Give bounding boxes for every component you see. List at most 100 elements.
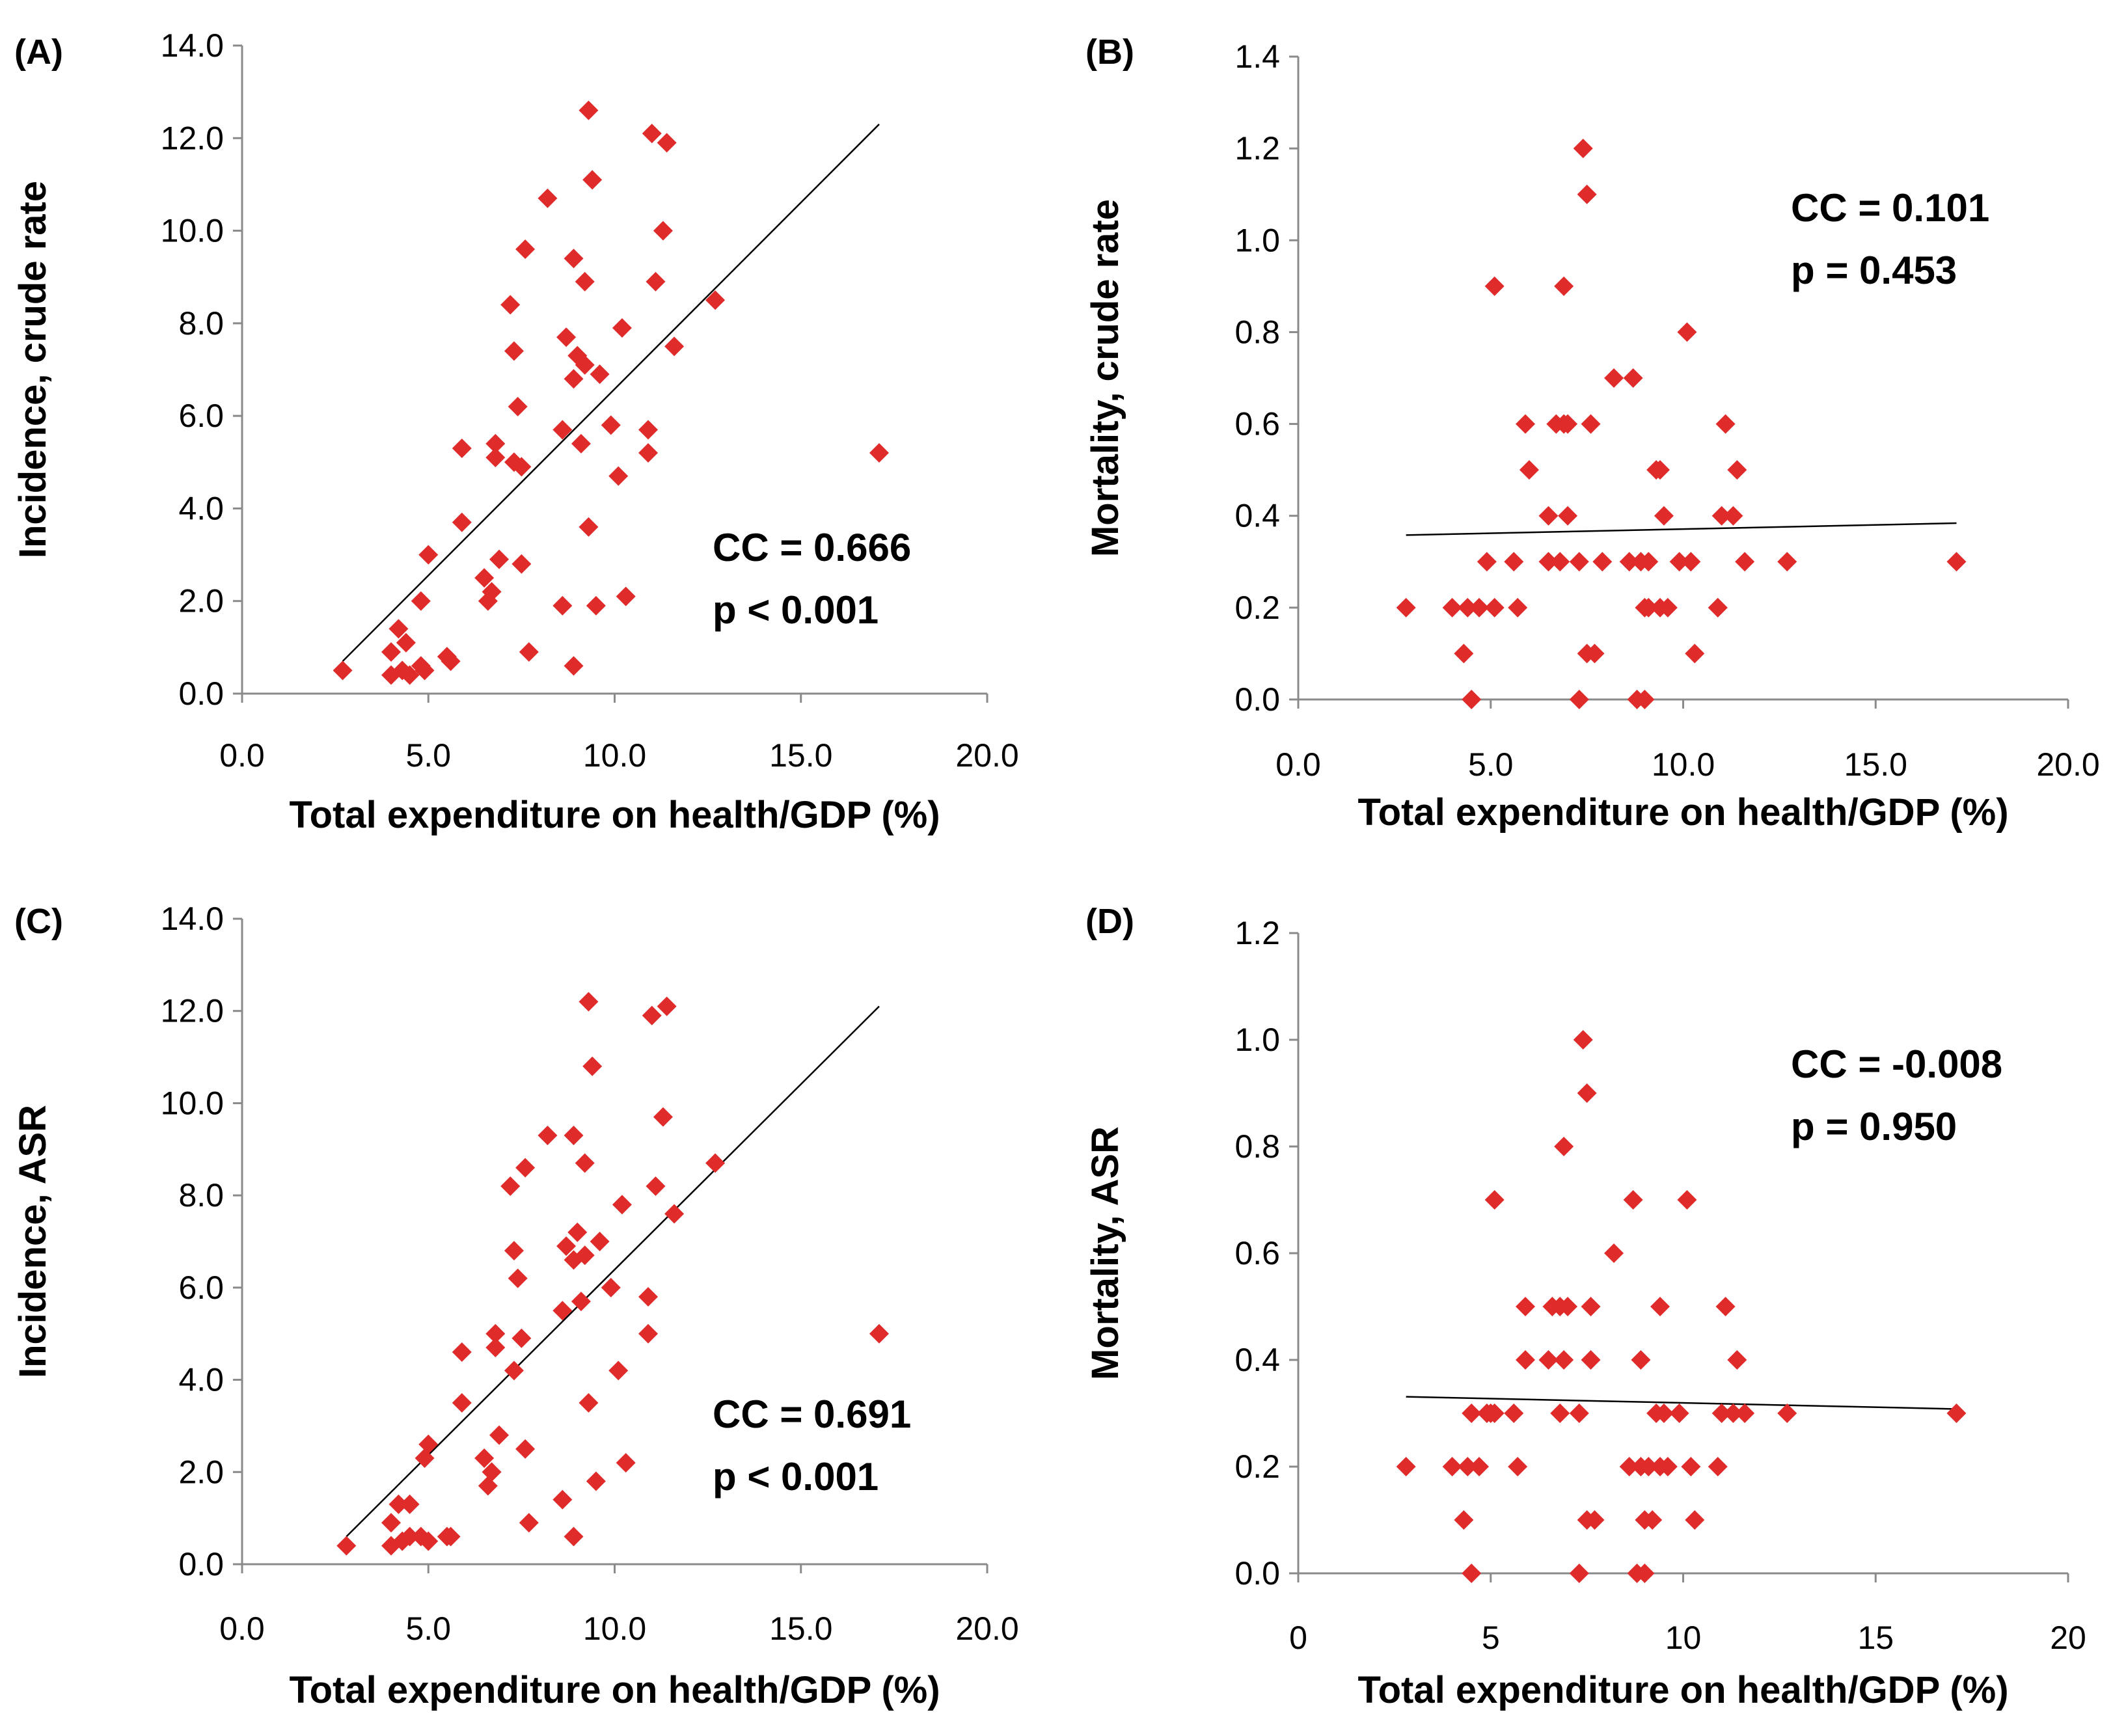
x-tick-label: 20 <box>2050 1620 2086 1656</box>
trend-line-c <box>346 1005 880 1538</box>
data-point <box>519 1513 539 1533</box>
data-point <box>657 996 677 1016</box>
y-tick-label: 10.0 <box>161 1085 224 1121</box>
data-point <box>1462 1404 1482 1423</box>
y-tick-label: 0.2 <box>1234 590 1280 626</box>
data-point <box>511 554 532 574</box>
panel-b: (B) 0.0 0.2 0.4 0.6 0.8 1.0 1.2 1.4 0.0 5.0 10.0 15.… <box>1084 33 2100 834</box>
y-tick-label: 0.2 <box>1234 1448 1280 1485</box>
data-point <box>1708 597 1728 617</box>
y-tick-label: 2.0 <box>178 1454 224 1490</box>
data-point <box>415 660 435 681</box>
data-point <box>381 642 401 662</box>
data-point <box>538 188 558 208</box>
data-point <box>381 1513 401 1533</box>
data-point <box>1711 1404 1732 1423</box>
data-point <box>400 1494 420 1514</box>
data-point <box>1538 506 1559 526</box>
data-point <box>586 1471 606 1491</box>
data-point <box>1715 414 1736 434</box>
x-tick-label: 0 <box>1289 1620 1307 1656</box>
data-point <box>1677 322 1697 342</box>
data-point <box>1454 1510 1474 1530</box>
data-point <box>579 1393 599 1413</box>
data-point <box>1669 1404 1689 1423</box>
data-point <box>400 1526 420 1547</box>
data-point <box>1573 139 1593 159</box>
panel-d: (D) 0.0 0.2 0.4 0.6 0.8 1.0 1.2 0 5 10 15 20 Total ex… <box>1084 902 2086 1711</box>
p-value-d: p = 0.950 <box>1791 1105 1957 1148</box>
data-point <box>638 1323 659 1344</box>
data-point <box>474 568 495 588</box>
data-point <box>1454 644 1474 664</box>
data-point <box>1711 506 1732 526</box>
data-point <box>1623 1190 1643 1210</box>
data-point <box>1723 1404 1743 1423</box>
data-point <box>1631 1350 1651 1370</box>
y-tick-label: 0.0 <box>1234 681 1280 718</box>
data-point <box>1538 552 1559 572</box>
data-point <box>1550 1404 1570 1423</box>
data-point <box>638 443 659 463</box>
y-axis-title-d: Mortality, ASR <box>1084 1126 1126 1380</box>
data-point <box>485 1323 506 1344</box>
data-point <box>1504 552 1524 572</box>
y-tick-label: 4.0 <box>178 490 224 526</box>
y-tick-label: 1.2 <box>1234 130 1280 167</box>
y-tick-label: 0.0 <box>178 1546 224 1582</box>
data-point <box>441 651 461 671</box>
data-point <box>1558 1297 1578 1316</box>
data-point <box>616 1453 636 1473</box>
trend-line-a <box>342 124 880 662</box>
data-point <box>642 124 662 144</box>
data-point <box>482 582 502 602</box>
p-value-b: p = 0.453 <box>1791 249 1957 292</box>
data-point <box>1681 552 1701 572</box>
p-value-c: p < 0.001 <box>713 1455 879 1499</box>
y-tick-label: 8.0 <box>178 305 224 342</box>
x-tick-label: 5.0 <box>405 1610 451 1647</box>
data-point <box>869 443 889 463</box>
x-tick-label: 0.0 <box>219 1610 265 1647</box>
y-tick-label: 10.0 <box>161 213 224 249</box>
data-point <box>515 1158 536 1178</box>
data-point <box>1515 414 1535 434</box>
data-point <box>418 545 439 565</box>
data-point <box>582 170 603 190</box>
y-tick-label: 1.2 <box>1234 915 1280 951</box>
data-point <box>601 415 621 435</box>
panel-label-c: (C) <box>14 902 63 941</box>
x-tick-label: 10 <box>1665 1620 1702 1656</box>
data-point <box>1585 1510 1605 1530</box>
x-axis-title-b: Total expenditure on health/GDP (%) <box>1357 791 2008 834</box>
x-tick-label: 10.0 <box>1652 746 1715 783</box>
data-point <box>575 271 595 292</box>
data-point <box>571 1292 591 1312</box>
data-point <box>612 318 632 338</box>
data-point <box>511 457 532 477</box>
data-point <box>564 1126 584 1146</box>
data-point <box>508 1268 528 1288</box>
data-point <box>1777 552 1797 572</box>
data-point <box>396 632 416 653</box>
data-point <box>664 1204 685 1224</box>
x-tick-label: 20.0 <box>2036 746 2099 783</box>
data-point <box>552 595 573 616</box>
data-point <box>564 656 584 676</box>
data-point <box>515 1439 536 1459</box>
data-point <box>1469 1457 1490 1476</box>
data-point <box>389 619 409 639</box>
data-point <box>1677 1190 1697 1210</box>
data-point <box>1727 460 1747 480</box>
data-point <box>441 1526 461 1547</box>
data-point <box>575 1153 595 1173</box>
data-point <box>552 420 573 440</box>
y-tick-label: 1.0 <box>1234 222 1280 258</box>
x-tick-label: 10.0 <box>583 1610 646 1647</box>
data-point <box>389 1494 409 1514</box>
data-point <box>485 1337 506 1357</box>
data-point <box>418 1434 439 1454</box>
data-point <box>1462 1564 1482 1583</box>
data-point <box>1669 552 1689 572</box>
